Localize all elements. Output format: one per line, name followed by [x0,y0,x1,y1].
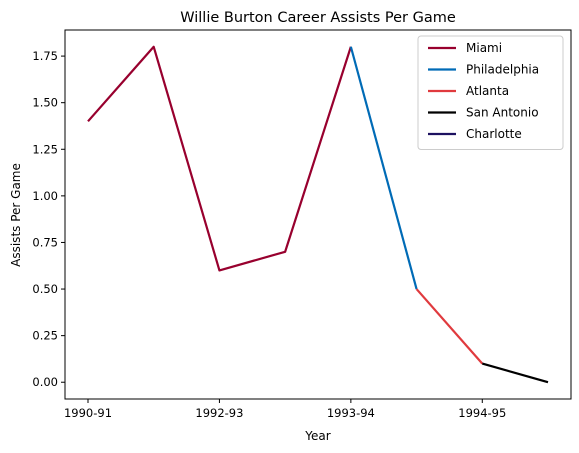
x-tick-label: 1990-91 [64,406,112,420]
y-tick-label: 0.75 [32,235,58,249]
y-tick-label: 0.00 [32,375,58,389]
plot-area [64,29,572,400]
legend-label: Charlotte [466,127,522,141]
legend: Miami Philadelphia Atlanta San Antonio Charl… [417,35,564,150]
x-tick-label: 1994-95 [458,406,506,420]
y-tick-label: 1.75 [32,49,58,63]
y-tick-label: 1.50 [32,96,58,110]
chart-title: Willie Burton Career Assists Per Game [180,10,456,26]
axes-frame [64,29,572,400]
series-line-0 [87,45,352,272]
legend-label: San Antonio [466,106,539,120]
x-tick-label: 1993-94 [327,406,375,420]
series-line-2 [415,288,484,365]
x-tick-label: 1992-93 [195,406,243,420]
series-line-1 [349,46,418,290]
y-tick-label: 0.25 [32,329,58,343]
y-tick-label: 1.00 [32,189,58,203]
y-tick-label: 0.50 [32,282,58,296]
legend-box [417,35,564,150]
y-axis-label: Assists Per Game [9,163,23,267]
series-line-3 [481,362,549,384]
x-axis-label: Year [304,429,330,443]
y-tick-label: 1.25 [32,142,58,156]
y-axis: 0.00 0.25 0.50 0.75 1.00 1.25 1.50 1.75 [32,49,65,389]
legend-label: Atlanta [466,84,509,98]
legend-label: Miami [466,41,502,55]
legend-label: Philadelphia [466,63,539,77]
